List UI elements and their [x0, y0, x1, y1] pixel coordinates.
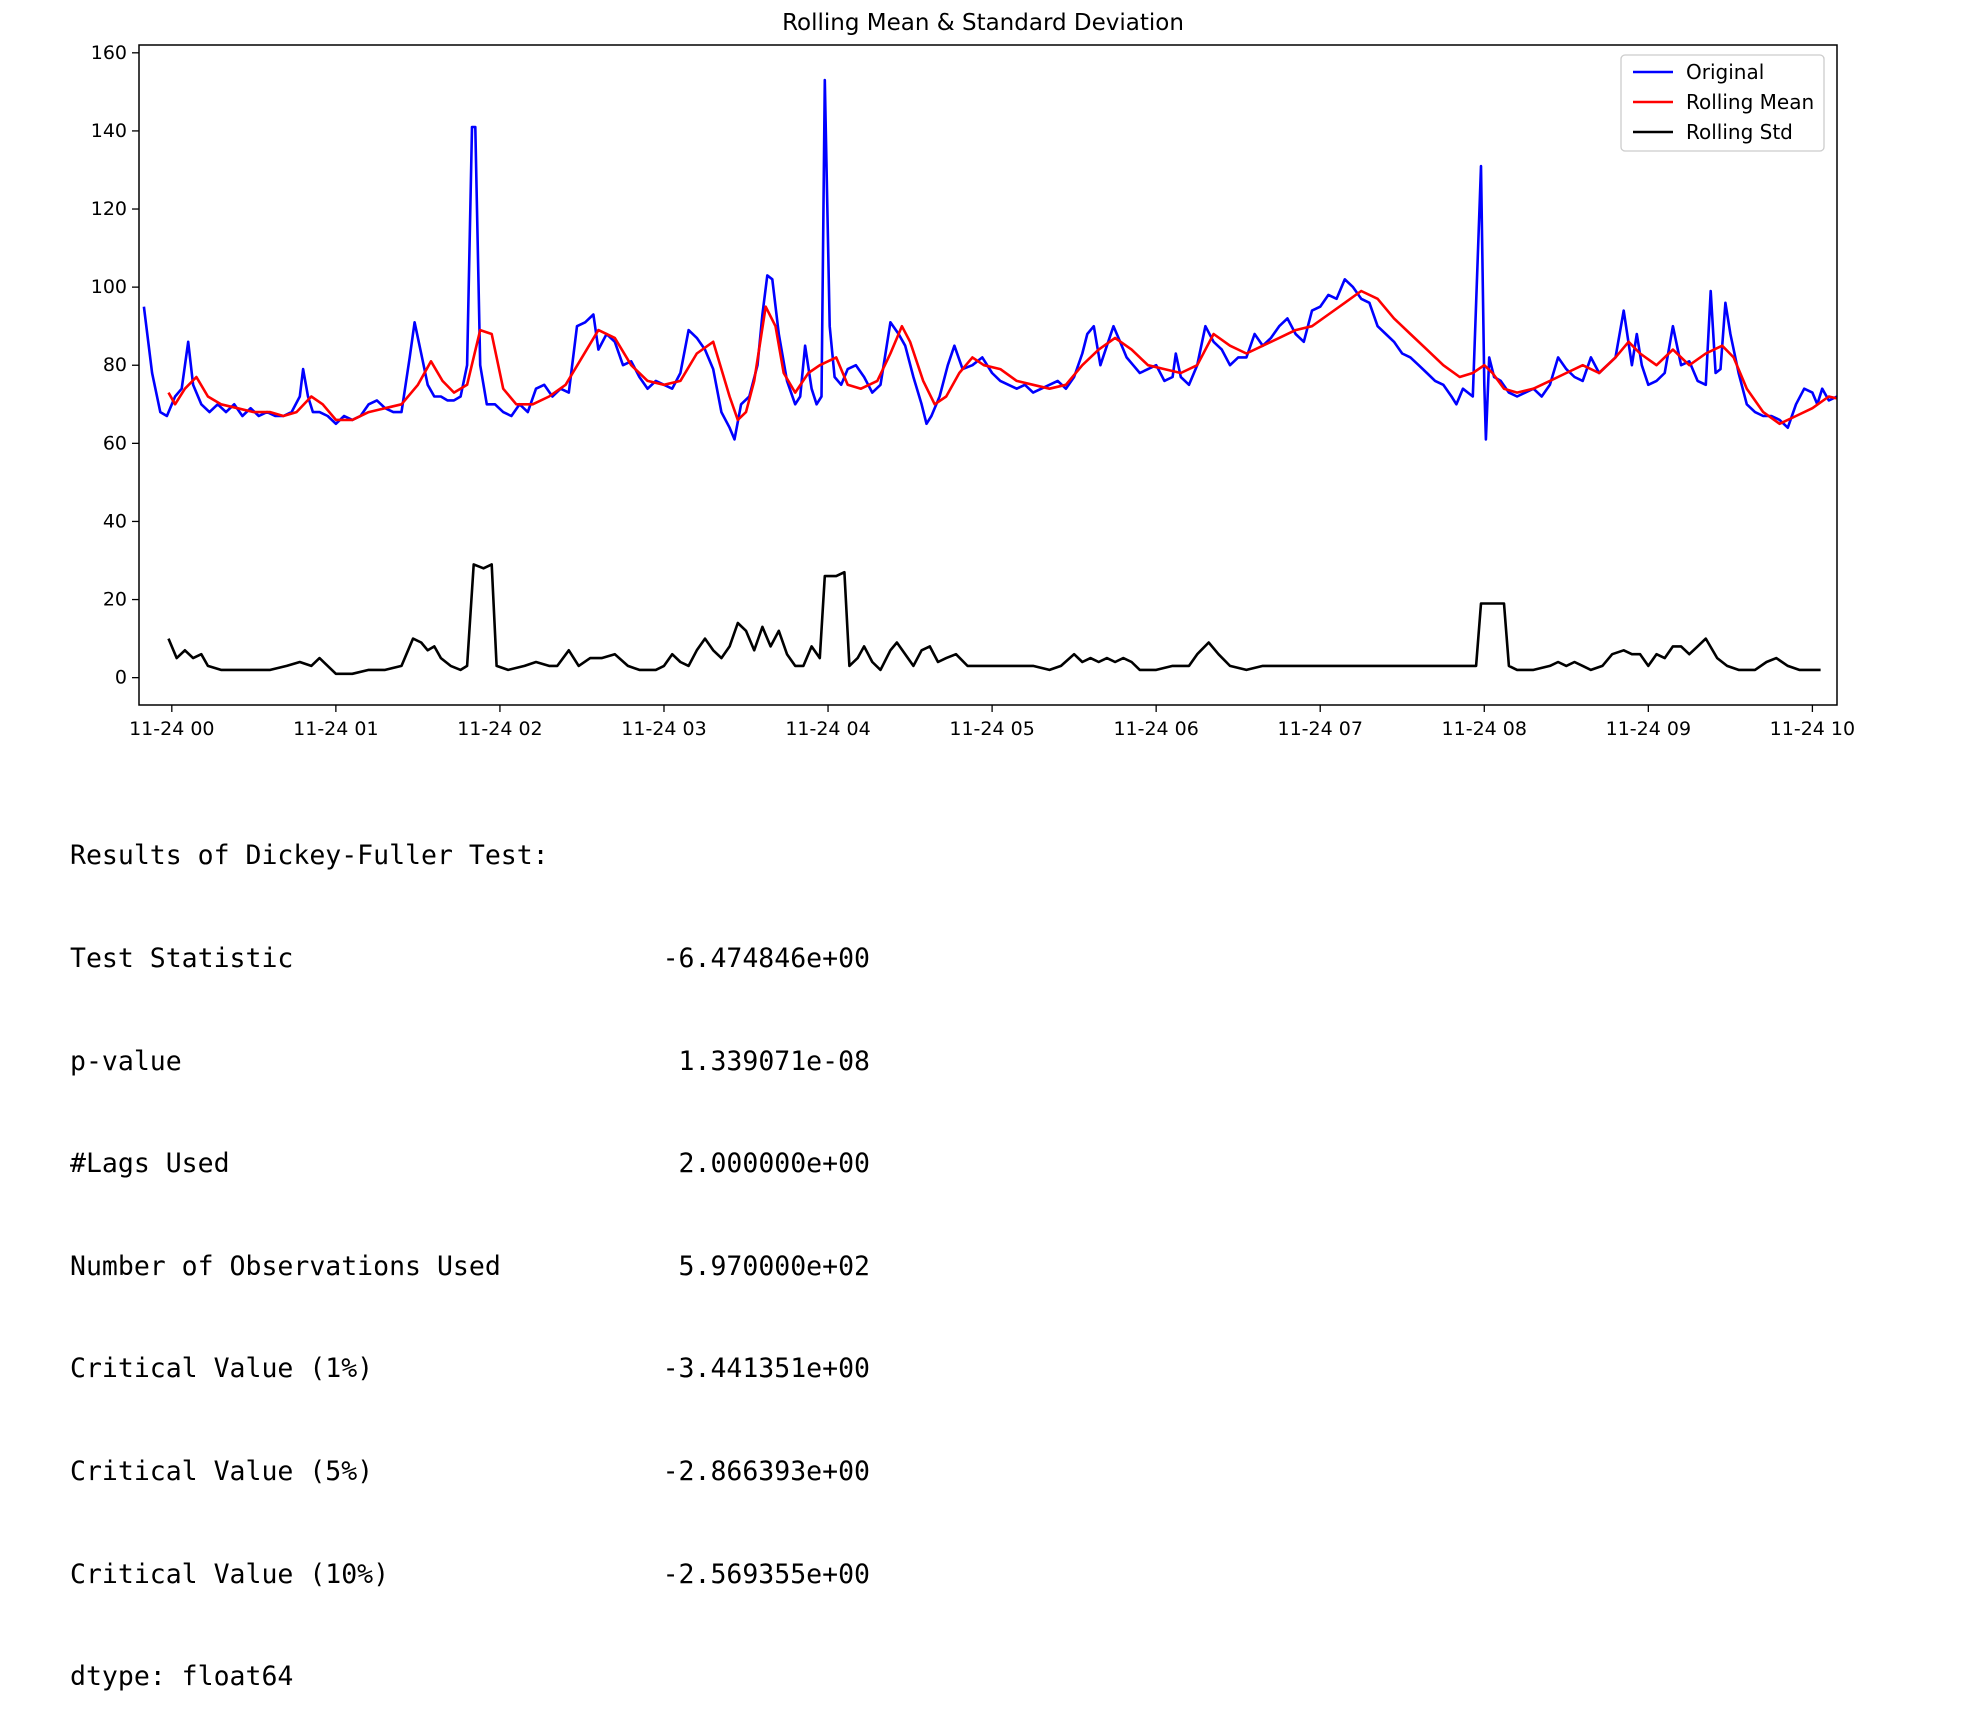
x-tick-label: 11-24 09: [1606, 718, 1691, 740]
y-tick-label: 20: [103, 589, 127, 611]
df-row-p-value: p-value 1.339071e-08: [70, 1045, 870, 1079]
x-tick-label: 11-24 05: [949, 718, 1034, 740]
y-tick-label: 80: [103, 354, 127, 376]
legend-label: Original: [1686, 60, 1764, 84]
chart-title: Rolling Mean & Standard Deviation: [782, 10, 1184, 36]
axes: 0 20 40 60 80 100 120 140 160 11-24 00 11-24 01 11-…: [91, 42, 1855, 740]
df-row-critical-1: Critical Value (1%) -3.441351e+00: [70, 1352, 870, 1386]
df-label: #Lags Used: [70, 1148, 230, 1180]
df-row-observations-used: Number of Observations Used 5.970000e+02: [70, 1250, 870, 1284]
legend-label: Rolling Mean: [1686, 90, 1814, 114]
series-line-rolling-mean: [167, 289, 1837, 426]
dickey-fuller-output: Results of Dickey-Fuller Test: Test Stat…: [70, 771, 870, 1729]
x-tick-label: 11-24 07: [1277, 718, 1362, 740]
x-tick-label: 11-24 03: [621, 718, 706, 740]
y-tick-label: 160: [91, 42, 127, 64]
df-value: -2.866393e+00: [662, 1455, 870, 1487]
legend-label: Rolling Std: [1686, 120, 1793, 144]
df-footer: dtype: float64: [70, 1661, 294, 1693]
plot-frame: [138, 44, 1838, 706]
legend-box: [1620, 54, 1825, 152]
df-value: -2.569355e+00: [662, 1558, 870, 1590]
df-row-critical-5: Critical Value (5%) -2.866393e+00: [70, 1455, 870, 1489]
df-label: Critical Value (10%): [70, 1558, 390, 1590]
plot-area: [142, 78, 1837, 676]
df-header: Results of Dickey-Fuller Test:: [70, 840, 549, 872]
df-label: Critical Value (1%): [70, 1353, 374, 1385]
x-tick-label: 11-24 04: [785, 718, 870, 740]
series-line-original: [142, 78, 1837, 441]
df-value: 5.970000e+02: [678, 1250, 870, 1282]
df-label: Test Statistic: [70, 943, 294, 974]
y-tick-label: 60: [103, 432, 127, 454]
df-label: Number of Observations Used: [70, 1250, 501, 1282]
rolling-stats-chart: Rolling Mean & Standard Deviation 0 20 40 6…: [91, 10, 1855, 740]
x-tick-label: 11-24 00: [129, 718, 214, 740]
df-label: p-value: [70, 1045, 182, 1077]
x-tick-label: 11-24 10: [1770, 718, 1855, 740]
x-tick-label: 11-24 02: [457, 718, 542, 740]
y-tick-label: 0: [115, 667, 127, 689]
df-value: -3.441351e+00: [662, 1353, 870, 1385]
df-row-critical-10: Critical Value (10%) -2.569355e+00: [70, 1558, 870, 1592]
y-tick-label: 40: [103, 510, 127, 532]
df-value: -6.474846e+00: [662, 943, 870, 974]
y-tick-label: 140: [91, 120, 127, 142]
df-label: Critical Value (5%): [70, 1455, 374, 1487]
df-value: 2.000000e+00: [678, 1148, 870, 1180]
series-line-rolling-std: [167, 563, 1821, 676]
legend: Original Rolling Mean Rolling Std: [1620, 54, 1825, 152]
df-row-lags-used: #Lags Used 2.000000e+00: [70, 1147, 870, 1181]
x-tick-label: 11-24 06: [1113, 718, 1198, 740]
df-row-test-statistic: Test Statistic -6.474846e+00: [70, 942, 870, 976]
x-tick-label: 11-24 01: [293, 718, 378, 740]
df-value: 1.339071e-08: [678, 1045, 870, 1077]
x-tick-label: 11-24 08: [1442, 718, 1527, 740]
y-tick-label: 100: [91, 276, 127, 298]
y-tick-label: 120: [91, 198, 127, 220]
